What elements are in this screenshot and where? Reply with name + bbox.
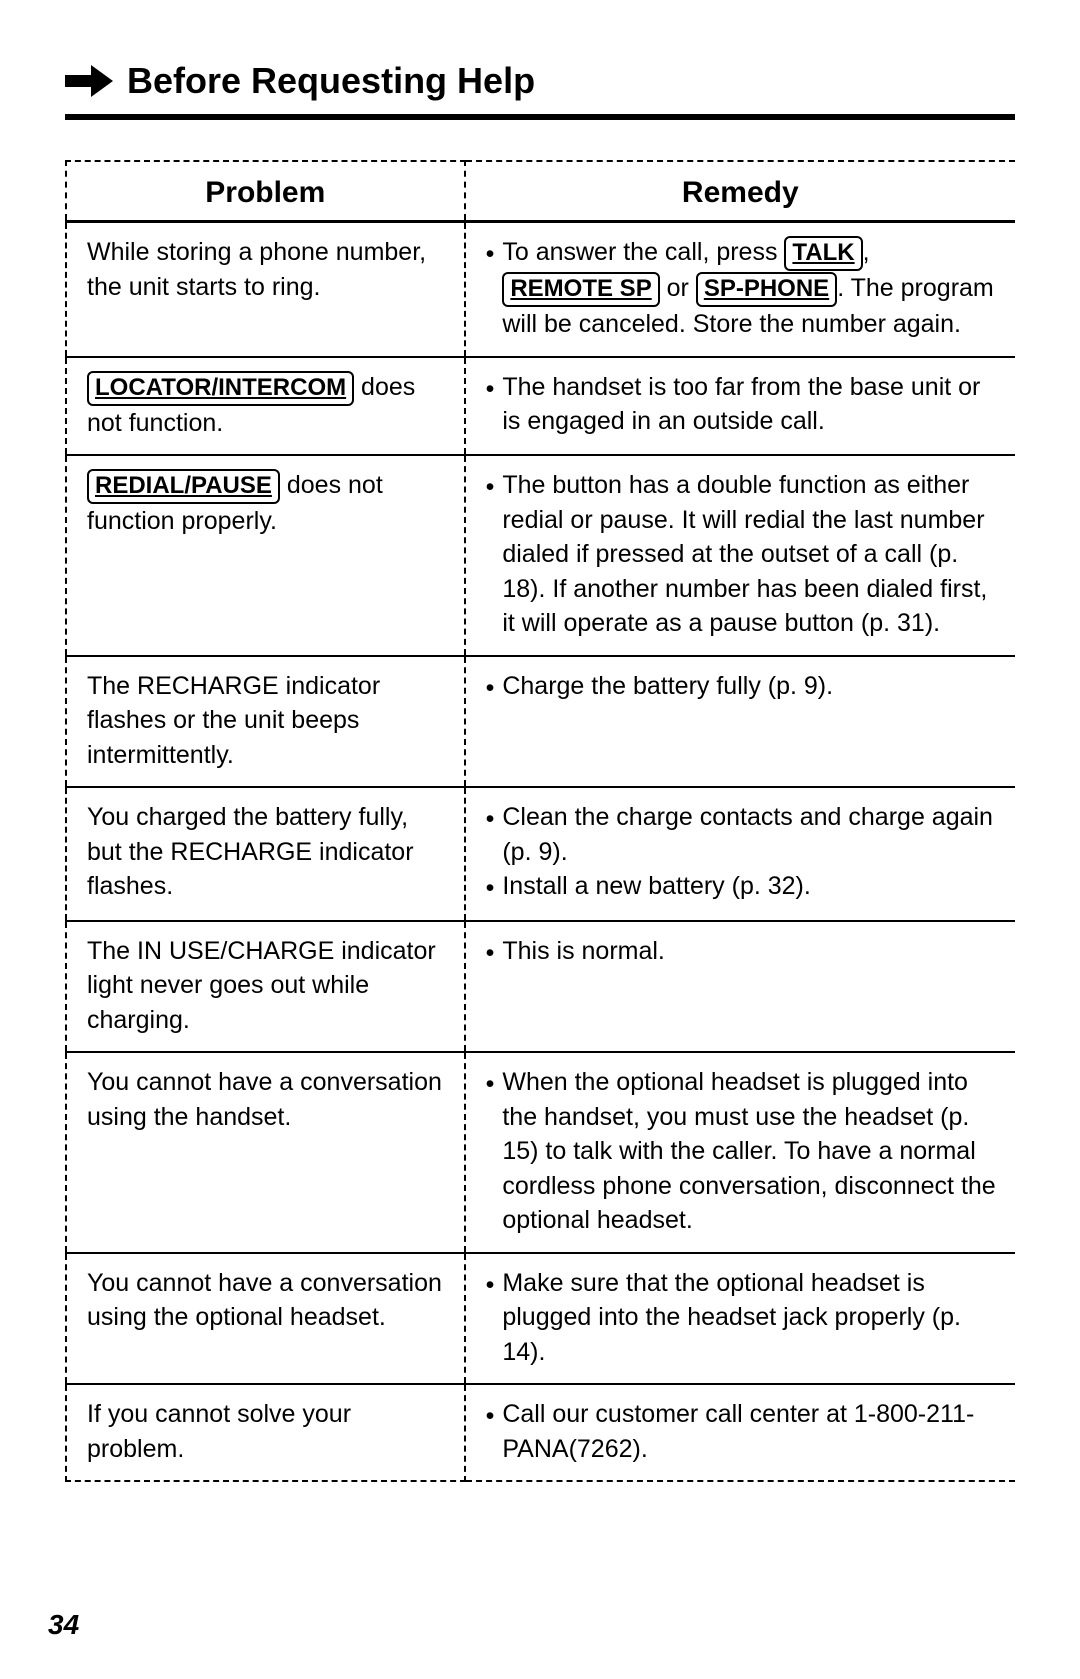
bullet-icon: • (486, 936, 495, 971)
bullet-icon: • (486, 237, 495, 272)
table-row: While storing a phone number, the unit s… (66, 222, 1015, 357)
header-rule (65, 114, 1015, 120)
remedy-text: This is normal. (502, 934, 1001, 969)
bullet-icon: • (486, 372, 495, 407)
remedy-item: •Charge the battery fully (p. 9). (486, 669, 1001, 706)
problem-cell: You charged the battery fully, but the R… (66, 787, 465, 921)
remedy-text: The button has a double function as eith… (502, 468, 1001, 641)
page-title: Before Requesting Help (127, 60, 535, 102)
problem-cell: If you cannot solve your problem. (66, 1384, 465, 1481)
problem-cell: The IN USE/CHARGE indicator light never … (66, 921, 465, 1053)
arrow-right-icon (65, 65, 113, 97)
remedy-cell: •The button has a double function as eit… (465, 455, 1015, 656)
remedy-text: Call our customer call center at 1-800-2… (502, 1397, 1001, 1466)
table-row: The IN USE/CHARGE indicator light never … (66, 921, 1015, 1053)
remedy-cell: •Clean the charge contacts and charge ag… (465, 787, 1015, 921)
remedy-item: •Install a new battery (p. 32). (486, 869, 1001, 906)
remedy-text: Charge the battery fully (p. 9). (502, 669, 1001, 704)
column-header-problem: Problem (66, 161, 465, 222)
button-label-box: REDIAL/PAUSE (87, 469, 280, 504)
remedy-item: •Call our customer call center at 1-800-… (486, 1397, 1001, 1466)
remedy-item: •The button has a double function as eit… (486, 468, 1001, 641)
remedy-text: Make sure that the optional headset is p… (502, 1266, 1001, 1370)
page-number: 34 (48, 1609, 79, 1641)
remedy-item: •To answer the call, press TALK, REMOTE … (486, 235, 1001, 342)
troubleshooting-table: Problem Remedy While storing a phone num… (65, 160, 1015, 1482)
problem-cell: REDIAL/PAUSE does not function properly. (66, 455, 465, 656)
remedy-cell: •This is normal. (465, 921, 1015, 1053)
bullet-icon: • (486, 470, 495, 505)
table-row: If you cannot solve your problem. •Call o… (66, 1384, 1015, 1481)
remedy-text: The handset is too far from the base uni… (502, 370, 1001, 439)
remedy-cell: •To answer the call, press TALK, REMOTE … (465, 222, 1015, 357)
button-label-box: TALK (784, 236, 862, 271)
problem-cell: While storing a phone number, the unit s… (66, 222, 465, 357)
bullet-icon: • (486, 1268, 495, 1303)
table-row: LOCATOR/INTERCOM does not function. •The … (66, 357, 1015, 456)
page-header: Before Requesting Help (65, 60, 1015, 102)
button-label-box: SP-PHONE (696, 272, 837, 307)
remedy-cell: •Call our customer call center at 1-800-… (465, 1384, 1015, 1481)
table-row: You cannot have a conversation using the… (66, 1052, 1015, 1253)
bullet-icon: • (486, 671, 495, 706)
bullet-icon: • (486, 802, 495, 837)
problem-cell: You cannot have a conversation using the… (66, 1253, 465, 1385)
problem-cell: You cannot have a conversation using the… (66, 1052, 465, 1253)
remedy-item: •Clean the charge contacts and charge ag… (486, 800, 1001, 869)
table-row: You cannot have a conversation using the… (66, 1253, 1015, 1385)
problem-cell: LOCATOR/INTERCOM does not function. (66, 357, 465, 456)
bullet-icon: • (486, 871, 495, 906)
remedy-item: •When the optional headset is plugged in… (486, 1065, 1001, 1238)
table-row: You charged the battery fully, but the R… (66, 787, 1015, 921)
button-label-box: REMOTE SP (502, 272, 659, 307)
table-row: REDIAL/PAUSE does not function properly.… (66, 455, 1015, 656)
remedy-text: To answer the call, press TALK, REMOTE S… (502, 235, 1001, 342)
remedy-cell: •When the optional headset is plugged in… (465, 1052, 1015, 1253)
remedy-item: •The handset is too far from the base un… (486, 370, 1001, 439)
remedy-item: •This is normal. (486, 934, 1001, 971)
remedy-cell: •Make sure that the optional headset is … (465, 1253, 1015, 1385)
column-header-remedy: Remedy (465, 161, 1015, 222)
remedy-cell: •The handset is too far from the base un… (465, 357, 1015, 456)
button-label-box: LOCATOR/INTERCOM (87, 371, 354, 406)
bullet-icon: • (486, 1067, 495, 1102)
problem-cell: The RECHARGE indicator flashes or the un… (66, 656, 465, 788)
remedy-text: Install a new battery (p. 32). (502, 869, 1001, 904)
remedy-text: Clean the charge contacts and charge aga… (502, 800, 1001, 869)
remedy-text: When the optional headset is plugged int… (502, 1065, 1001, 1238)
bullet-icon: • (486, 1399, 495, 1434)
remedy-item: •Make sure that the optional headset is … (486, 1266, 1001, 1370)
table-row: The RECHARGE indicator flashes or the un… (66, 656, 1015, 788)
remedy-cell: •Charge the battery fully (p. 9). (465, 656, 1015, 788)
